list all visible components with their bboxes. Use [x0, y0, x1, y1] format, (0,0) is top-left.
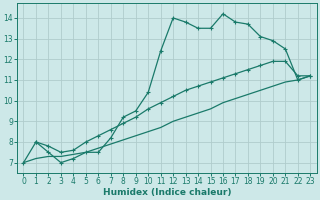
X-axis label: Humidex (Indice chaleur): Humidex (Indice chaleur) [103, 188, 231, 197]
